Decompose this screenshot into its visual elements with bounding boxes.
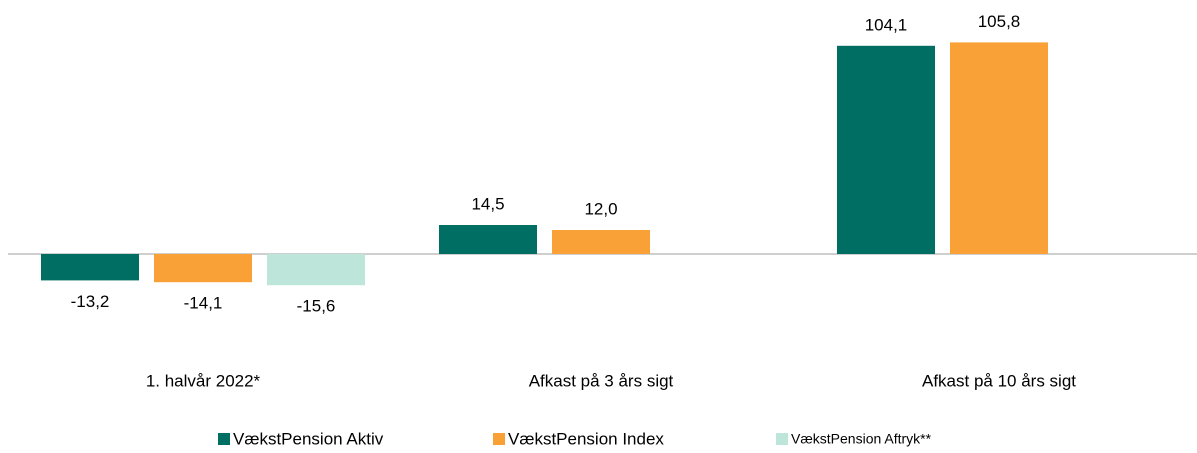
x-tick-label: 1. halvår 2022* (146, 371, 261, 390)
bar (950, 42, 1048, 255)
legend-swatch (218, 433, 230, 445)
legend-swatch (776, 433, 788, 445)
bar (267, 254, 365, 286)
bar (439, 225, 537, 254)
bar (552, 230, 650, 254)
x-tick-label: Afkast på 10 års sigt (922, 371, 1076, 390)
data-label: 12,0 (584, 199, 617, 218)
legend-swatch (493, 433, 505, 445)
data-label: 104,1 (865, 15, 908, 34)
data-label: -14,1 (184, 294, 223, 313)
x-tick-label: Afkast på 3 års sigt (529, 371, 674, 390)
data-label: 105,8 (978, 12, 1021, 31)
data-label: -13,2 (71, 292, 110, 311)
data-label: -15,6 (297, 297, 336, 316)
legend-label: VækstPension Aftryk** (791, 431, 932, 447)
legend-label: VækstPension Index (508, 429, 664, 448)
bar (837, 45, 935, 254)
bar (41, 254, 139, 281)
bar (154, 254, 252, 283)
legend-label: VækstPension Aktiv (233, 429, 384, 448)
data-label: 14,5 (471, 194, 504, 213)
